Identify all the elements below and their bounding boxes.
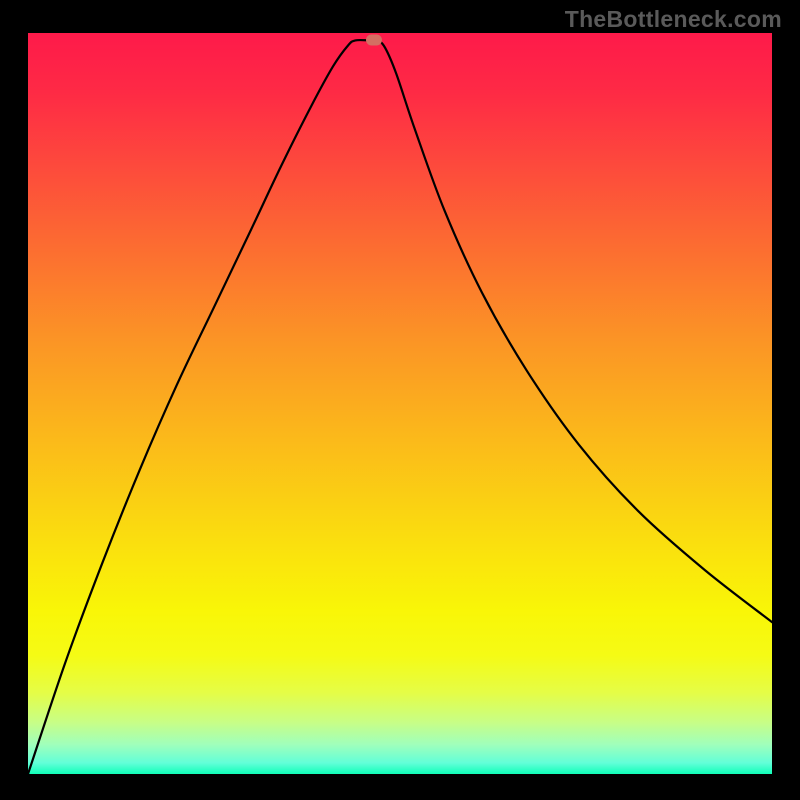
bottleneck-chart [28, 33, 772, 774]
watermark-text: TheBottleneck.com [565, 6, 782, 33]
chart-container: TheBottleneck.com [0, 0, 800, 800]
plot-background [28, 33, 772, 774]
optimum-marker [366, 35, 382, 46]
